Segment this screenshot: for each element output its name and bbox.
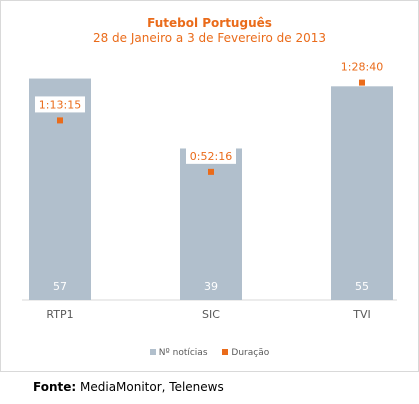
legend-label-duration: Duração [231, 348, 270, 358]
source-label: Fonte: [33, 380, 77, 394]
bar-rtp1 [29, 78, 91, 300]
x-tick-label-rtp1: RTP1 [46, 308, 73, 321]
legend-swatch-news [149, 348, 156, 355]
legend-item-news: Nº notícias [149, 348, 208, 358]
source-note: Fonte: MediaMonitor, Telenews [33, 380, 224, 394]
duration-label-box-tvi [337, 58, 387, 75]
duration-point-tvi [359, 79, 365, 86]
duration-point-sic [208, 168, 214, 175]
legend-label-news: Nº notícias [158, 348, 208, 358]
bar-value-label-sic: 39 [204, 280, 218, 293]
duration-label-box-rtp1 [35, 96, 85, 113]
x-tick-label-sic: SIC [202, 308, 220, 321]
source-text: MediaMonitor, Telenews [80, 380, 224, 394]
duration-label-sic: 0:52:16 [190, 150, 232, 163]
legend-swatch-duration [222, 348, 229, 355]
bar-value-label-tvi: 55 [355, 280, 369, 293]
duration-label-rtp1: 1:13:15 [39, 98, 81, 111]
legend-item-duration: Duração [222, 348, 269, 358]
duration-label-box-sic [186, 147, 236, 164]
bar-value-label-rtp1: 57 [53, 280, 67, 293]
duration-label-tvi: 1:28:40 [341, 61, 383, 74]
duration-point-rtp1 [57, 117, 63, 124]
legend: Nº notícias Duração [0, 348, 419, 358]
x-tick-label-tvi: TVI [352, 308, 371, 321]
chart-subtitle: 28 de Janeiro a 3 de Fevereiro de 2013 [92, 31, 327, 45]
chart-title: Futebol Português [147, 16, 272, 30]
bar-tvi [331, 86, 393, 300]
